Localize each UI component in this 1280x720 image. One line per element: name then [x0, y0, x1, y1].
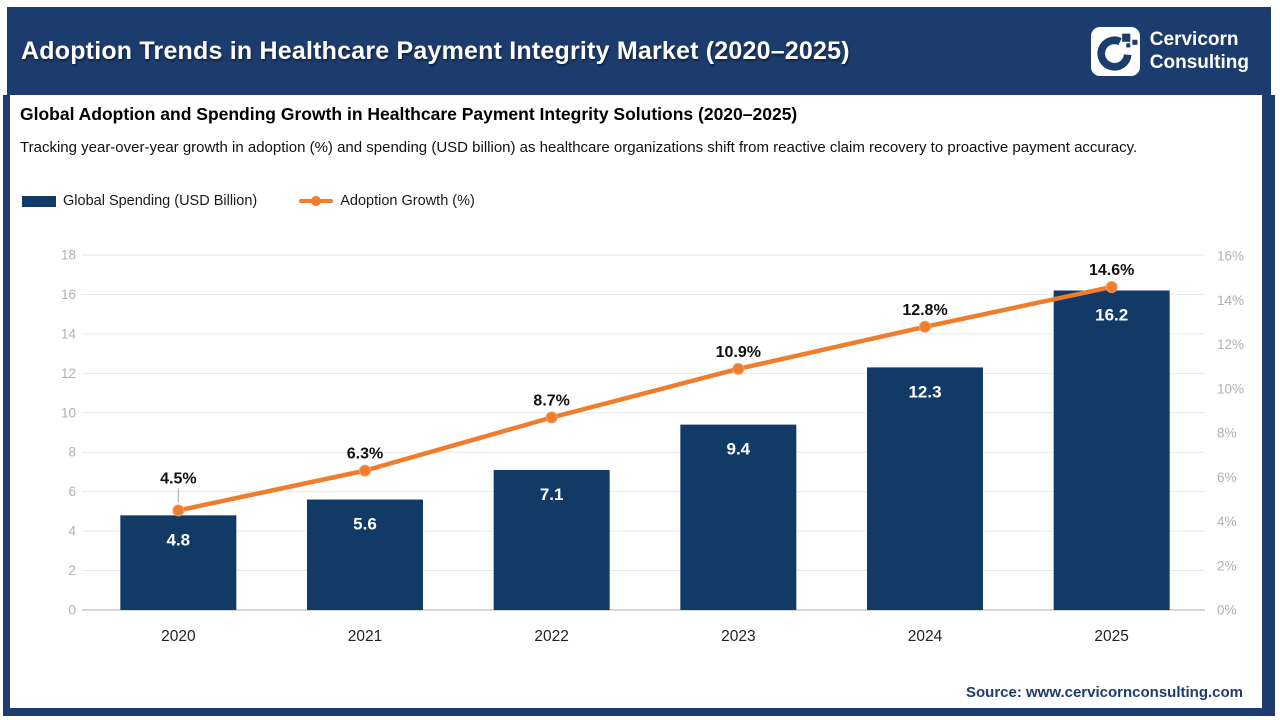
brand-logo: Cervicorn Consulting — [1090, 26, 1249, 76]
svg-text:14%: 14% — [1217, 293, 1244, 308]
svg-text:14.6%: 14.6% — [1089, 262, 1134, 279]
svg-text:8.7%: 8.7% — [533, 393, 569, 410]
svg-text:6%: 6% — [1217, 470, 1237, 485]
svg-text:12%: 12% — [1217, 337, 1244, 352]
page-title: Adoption Trends in Healthcare Payment In… — [21, 36, 850, 65]
svg-text:10%: 10% — [1217, 381, 1244, 396]
svg-text:12.3: 12.3 — [908, 382, 941, 401]
svg-text:4: 4 — [68, 524, 76, 539]
svg-text:2022: 2022 — [534, 628, 568, 645]
bar-swatch-icon — [22, 195, 56, 207]
svg-text:8: 8 — [68, 445, 76, 460]
brand-logo-icon — [1090, 26, 1140, 76]
line-swatch-icon — [299, 196, 334, 206]
svg-text:4.5%: 4.5% — [160, 470, 196, 487]
legend: Global Spending (USD Billion) Adoption G… — [22, 193, 475, 209]
svg-text:14: 14 — [61, 326, 77, 341]
svg-text:10: 10 — [61, 405, 76, 420]
svg-text:2020: 2020 — [161, 628, 196, 645]
svg-text:2024: 2024 — [908, 628, 943, 645]
svg-text:7.1: 7.1 — [540, 485, 564, 504]
svg-text:0%: 0% — [1217, 603, 1237, 618]
combo-chart: 0 2 4 6 8 10 12 14 16 18 0% 2% 4% 6% 8% 10% 12% 14% 16% 4.8… — [61, 248, 1244, 646]
svg-text:8%: 8% — [1217, 426, 1237, 441]
legend-label-spending: Global Spending (USD Billion) — [63, 193, 258, 209]
chart-subtitle: Global Adoption and Spending Growth in H… — [20, 104, 798, 124]
svg-text:2%: 2% — [1217, 558, 1237, 573]
svg-text:9.4: 9.4 — [727, 440, 751, 459]
svg-text:4%: 4% — [1217, 514, 1237, 529]
chart-description: Tracking year-over-year growth in adopti… — [20, 139, 1138, 156]
svg-text:4.8: 4.8 — [167, 530, 191, 549]
svg-text:16%: 16% — [1217, 249, 1244, 264]
svg-text:0: 0 — [68, 603, 76, 618]
brand-name: Cervicorn Consulting — [1150, 28, 1249, 74]
c-ring-icon — [1097, 33, 1138, 71]
svg-text:12.8%: 12.8% — [902, 302, 947, 319]
brand-name-line1: Cervicorn — [1149, 29, 1239, 50]
svg-text:10.9%: 10.9% — [716, 344, 761, 361]
svg-text:2023: 2023 — [721, 628, 755, 645]
svg-text:6.3%: 6.3% — [347, 446, 383, 463]
svg-text:6: 6 — [68, 484, 76, 499]
svg-text:18: 18 — [61, 248, 76, 263]
svg-text:2: 2 — [68, 563, 76, 578]
legend-item-spending: Global Spending (USD Billion) — [22, 193, 257, 209]
svg-text:2021: 2021 — [348, 628, 382, 645]
svg-text:16: 16 — [61, 287, 76, 302]
svg-text:16.2: 16.2 — [1095, 306, 1128, 325]
svg-text:2025: 2025 — [1094, 628, 1128, 645]
source-text: Source: www.cervicornconsulting.com — [965, 684, 1243, 701]
legend-label-adoption: Adoption Growth (%) — [340, 193, 475, 209]
svg-text:5.6: 5.6 — [353, 515, 377, 534]
header-bar: Adoption Trends in Healthcare Payment In… — [7, 7, 1271, 95]
svg-text:12: 12 — [61, 366, 76, 381]
legend-item-adoption: Adoption Growth (%) — [299, 193, 475, 209]
brand-name-line2: Consulting — [1149, 52, 1249, 73]
